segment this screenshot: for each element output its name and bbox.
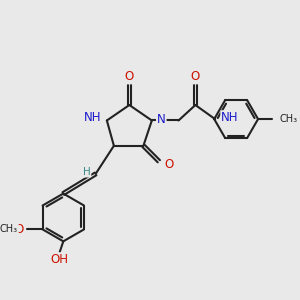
Text: CH₃: CH₃: [280, 114, 298, 124]
Text: CH₃: CH₃: [0, 224, 18, 234]
Text: N: N: [157, 112, 166, 126]
Text: NH: NH: [221, 111, 239, 124]
Text: O: O: [15, 223, 24, 236]
Text: O: O: [125, 70, 134, 83]
Text: NH: NH: [84, 111, 102, 124]
Text: H: H: [83, 167, 91, 177]
Text: O: O: [164, 158, 173, 171]
Text: OH: OH: [50, 253, 68, 266]
Text: O: O: [191, 70, 200, 83]
